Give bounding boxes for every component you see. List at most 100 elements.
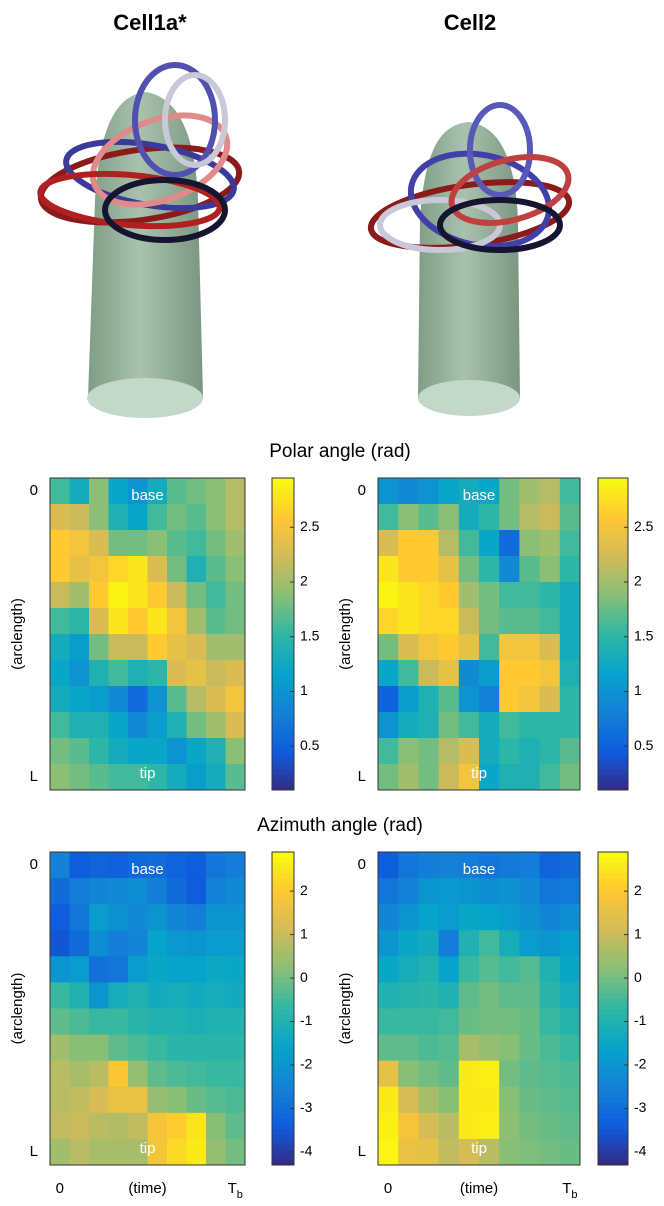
y-tick-label: L [30, 1143, 38, 1160]
heat-cell [459, 530, 480, 557]
heat-cell [187, 982, 207, 1009]
heat-cell [89, 1087, 109, 1114]
heat-cell [560, 1113, 581, 1140]
heat-cell [398, 530, 419, 557]
colorbar-segment [598, 769, 628, 775]
heat-cell [50, 852, 70, 879]
heat-cell [187, 1035, 207, 1062]
colorbar-segment [272, 592, 294, 598]
heat-cell [226, 478, 246, 505]
colorbar-tick-label: 2.5 [634, 518, 654, 534]
colorbar-segment [598, 1102, 628, 1108]
colorbar-segment [272, 868, 294, 874]
heat-cell [167, 930, 187, 957]
y-tick-label: 0 [358, 856, 366, 873]
colorbar-segment [272, 899, 294, 905]
colorbar-segment [598, 920, 628, 926]
x-axis-label: (time) [128, 1180, 166, 1197]
heat-cell [479, 904, 500, 931]
heat-cell [439, 1087, 460, 1114]
heat-cell [418, 712, 439, 739]
heat-cell [439, 956, 460, 983]
colorbar-tick-label: -2 [634, 1056, 647, 1072]
heat-cell [418, 478, 439, 505]
heat-cell [70, 686, 90, 713]
heat-cell [519, 904, 540, 931]
heat-cell [479, 956, 500, 983]
heat-cell [499, 982, 520, 1009]
heat-cell [206, 852, 226, 879]
heat-cell [459, 608, 480, 635]
heat-cell [540, 852, 561, 879]
heat-cell [109, 712, 129, 739]
colorbar-segment [598, 676, 628, 682]
heat-cell [148, 556, 168, 583]
cell-render [36, 65, 244, 418]
colorbar-segment [272, 650, 294, 656]
heat-cell [167, 852, 187, 879]
heat-cell [50, 1113, 70, 1140]
heat-cell [378, 956, 399, 983]
heat-cell [50, 764, 70, 791]
heat-cell [418, 1139, 439, 1166]
heat-cell [187, 852, 207, 879]
y-tick-label: 0 [30, 482, 38, 499]
colorbar-segment [598, 598, 628, 604]
heat-cell [109, 686, 129, 713]
heat-cell [499, 904, 520, 931]
heat-cell [418, 530, 439, 557]
heat-cell [560, 738, 581, 765]
section-title: Azimuth angle (rad) [257, 815, 423, 836]
heat-cell [89, 712, 109, 739]
heat-cell [439, 878, 460, 905]
heat-cell [499, 1087, 520, 1114]
heat-cell [439, 530, 460, 557]
heat-cell [206, 982, 226, 1009]
heat-cell [499, 738, 520, 765]
colorbar-segment [598, 1035, 628, 1041]
colorbar-segment [272, 655, 294, 661]
heat-cell [70, 712, 90, 739]
colorbar-segment [272, 1040, 294, 1046]
heat-cell [206, 712, 226, 739]
heat-cell [226, 556, 246, 583]
heat-cell [378, 530, 399, 557]
colorbar-segment [272, 514, 294, 520]
section-title: Polar angle (rad) [269, 441, 411, 462]
colorbar-segment [598, 972, 628, 978]
heat-cell [479, 1087, 500, 1114]
heat-cell [148, 904, 168, 931]
heat-cell [499, 1113, 520, 1140]
colorbar-segment [598, 852, 628, 858]
colorbar-segment [598, 899, 628, 905]
heat-cell [206, 930, 226, 957]
colorbar-segment [598, 1082, 628, 1088]
y-axis-label: (arclength) [337, 598, 354, 670]
colorbar-segment [272, 1128, 294, 1134]
heat-cell [206, 504, 226, 531]
colorbar-segment [272, 920, 294, 926]
heat-cell [540, 582, 561, 609]
heat-cell [187, 904, 207, 931]
heat-cell [187, 764, 207, 791]
colorbar-segment [272, 587, 294, 593]
heat-cell [459, 1009, 480, 1036]
heat-cell [89, 556, 109, 583]
heat-cell [439, 982, 460, 1009]
heat-cell [70, 660, 90, 687]
heat-cell [560, 1035, 581, 1062]
colorbar-segment [598, 608, 628, 614]
heat-cell [128, 556, 148, 583]
colorbar-segment [598, 1108, 628, 1114]
heat-cell [540, 686, 561, 713]
annotation: base [463, 861, 496, 878]
heat-cell [50, 956, 70, 983]
heat-cell [187, 956, 207, 983]
heat-cell [418, 1009, 439, 1036]
heat-cell [128, 738, 148, 765]
heat-cell [479, 634, 500, 661]
heat-cell [398, 1087, 419, 1114]
heat-cell [439, 1113, 460, 1140]
colorbar-segment [598, 982, 628, 988]
heat-cell [206, 956, 226, 983]
